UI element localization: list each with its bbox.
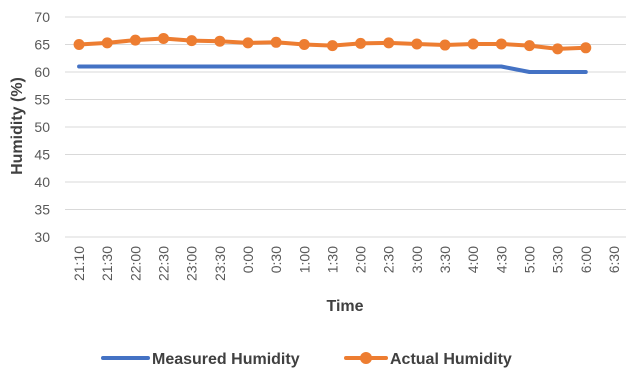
actual-humidity-point [467, 38, 479, 50]
actual-humidity-point [552, 43, 564, 55]
actual-humidity-point [495, 38, 507, 50]
x-tick-label: 6:30 [606, 246, 622, 273]
actual-humidity-point [214, 35, 226, 47]
measured-humidity-line [77, 64, 588, 74]
x-tick-label: 5:00 [521, 246, 537, 273]
y-tick-label: 70 [34, 9, 50, 25]
actual-humidity-point [298, 39, 310, 50]
y-tick-label: 30 [34, 229, 50, 245]
actual-humidity-point [383, 37, 395, 49]
actual-humidity-point [101, 37, 113, 49]
gridlines [65, 16, 626, 238]
y-tick-label: 60 [34, 64, 50, 80]
x-tick-label: 0:30 [268, 246, 284, 273]
actual-humidity-point [326, 40, 338, 52]
x-tick-label: 0:00 [240, 246, 256, 273]
actual-humidity-point [439, 39, 451, 51]
series-layer [73, 32, 592, 74]
x-tick-label: 21:30 [99, 246, 115, 281]
x-tick-label: 21:10 [71, 246, 87, 281]
actual-humidity-point [242, 37, 254, 49]
x-tick-label: 6:00 [578, 246, 594, 273]
y-tick-label: 45 [34, 147, 50, 163]
actual-humidity-point [270, 36, 282, 48]
legend-item-actual-humidity: Actual Humidity [344, 351, 512, 368]
actual-humidity-point [186, 35, 198, 47]
y-tick-label: 55 [34, 92, 50, 108]
x-tick-label: 2:30 [381, 246, 397, 273]
legend-marker [360, 352, 372, 364]
x-tick-label: 22:30 [156, 246, 172, 281]
y-axis-title: Humidity (%) [9, 77, 26, 175]
actual-humidity-point [73, 39, 85, 50]
y-tick-label: 65 [34, 37, 50, 53]
actual-humidity-point [523, 40, 535, 52]
x-tick-label: 22:00 [127, 246, 143, 281]
actual-humidity-point [580, 42, 592, 54]
y-tick-label: 40 [34, 174, 50, 190]
x-axis-tick-labels: 21:10 21:30 22:00 22:30 23:00 23:30 0:00 0:30 1:… [71, 246, 622, 281]
y-tick-label: 35 [34, 202, 50, 218]
x-tick-label: 5:30 [550, 246, 566, 273]
x-tick-label: 23:00 [184, 246, 200, 281]
y-tick-label: 50 [34, 119, 50, 135]
legend: Measured Humidity Actual Humidity [101, 351, 512, 368]
x-tick-label: 4:00 [465, 246, 481, 273]
legend-label: Measured Humidity [152, 351, 300, 368]
x-tick-label: 3:30 [437, 246, 453, 273]
legend-label: Actual Humidity [390, 351, 512, 368]
actual-humidity-point [355, 37, 367, 49]
x-tick-label: 4:30 [493, 246, 509, 273]
actual-humidity-point [129, 34, 141, 46]
x-tick-label: 1:30 [324, 246, 340, 273]
y-axis-tick-labels: 30 35 40 45 50 55 60 65 70 [34, 9, 50, 245]
x-tick-label: 3:00 [409, 246, 425, 273]
x-axis-title: Time [326, 298, 363, 315]
x-tick-label: 1:00 [296, 246, 312, 273]
actual-humidity-point [411, 38, 423, 50]
x-tick-label: 23:30 [212, 246, 228, 281]
x-tick-label: 2:00 [353, 246, 369, 273]
legend-item-measured-humidity: Measured Humidity [101, 351, 300, 368]
actual-humidity-point [158, 32, 170, 44]
